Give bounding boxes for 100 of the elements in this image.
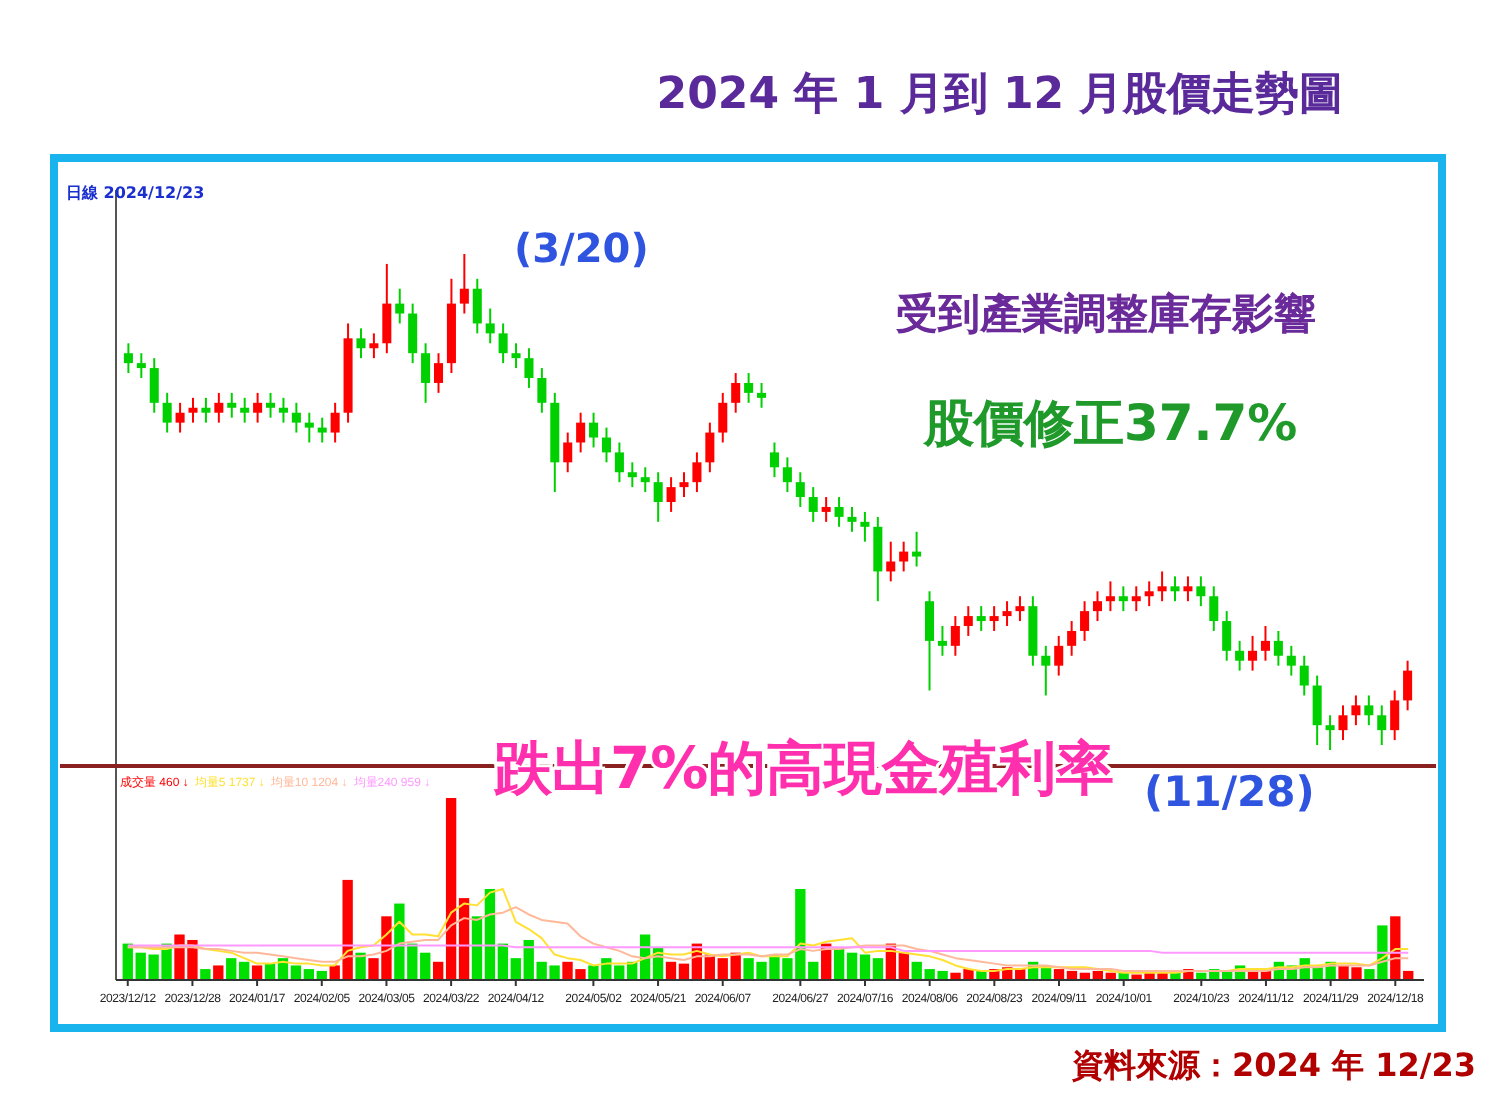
candlestick: [472, 277, 482, 335]
candlestick: [1209, 585, 1219, 632]
candlestick: [912, 530, 922, 568]
candlestick: [782, 456, 792, 494]
candlestick: [744, 372, 754, 404]
candlestick: [1170, 575, 1180, 603]
candlestick: [1299, 654, 1309, 697]
candlestick: [666, 476, 676, 513]
candlestick: [1183, 575, 1193, 603]
candlestick: [1325, 714, 1335, 751]
candlestick: [614, 441, 624, 484]
candlestick: [1157, 570, 1167, 603]
candlestick: [847, 505, 857, 533]
candlestick: [640, 466, 650, 494]
candlestick: [769, 441, 779, 479]
candlestick: [1351, 694, 1361, 727]
bar: [355, 952, 366, 980]
candlestick: [433, 352, 444, 394]
candlestick: [950, 615, 960, 657]
bar: [200, 969, 211, 980]
candlestick: [1377, 704, 1387, 747]
candlestick: [408, 302, 418, 365]
candlestick: [757, 381, 767, 409]
candlestick: [1338, 704, 1348, 742]
chart-title: 2024 年 1 月到 12 月股價走勢圖: [656, 70, 1344, 120]
candlestick: [524, 347, 534, 389]
candlestick: [227, 391, 237, 419]
candlestick: [1364, 694, 1374, 727]
candlestick: [1131, 585, 1141, 613]
candlestick: [162, 391, 172, 434]
candlestick: [627, 461, 637, 489]
annotation: 受到產業調整庫存影響: [896, 290, 1316, 338]
candlestick: [1273, 629, 1283, 667]
candlestick: [808, 486, 818, 523]
annotation: (11/28): [1144, 768, 1315, 816]
source-note: 資料來源：2024 年 12/23: [1069, 1046, 1476, 1084]
candlestick: [266, 391, 276, 419]
candlestick: [563, 431, 573, 474]
candlestick: [253, 391, 263, 424]
candlestick: [382, 262, 392, 355]
candlestick: [1248, 634, 1258, 672]
candlestick: [1054, 634, 1064, 677]
candlestick: [692, 451, 702, 494]
candlestick: [175, 401, 185, 434]
candlestick: [1260, 625, 1270, 662]
candlestick: [924, 590, 935, 692]
candlestick: [1286, 644, 1296, 677]
candlestick: [834, 496, 844, 528]
candlestick: [1041, 644, 1051, 697]
candlestick: [459, 253, 469, 315]
candlestick: [1002, 600, 1012, 627]
bar: [213, 965, 224, 980]
candlestick: [1390, 689, 1400, 742]
candlestick: [860, 510, 870, 543]
candlestick: [1235, 639, 1245, 672]
candlestick: [201, 396, 211, 424]
candlestick: [369, 332, 379, 360]
candlestick: [356, 327, 366, 360]
candlestick: [1196, 575, 1206, 608]
candlestick: [899, 540, 909, 573]
candlestick: [653, 471, 663, 523]
candlestick: [240, 396, 250, 424]
candlestick: [188, 396, 198, 424]
candlestick: [705, 421, 715, 474]
annotation: 股價修正37.7%: [922, 394, 1298, 452]
candlestick: [873, 515, 883, 603]
candlestick: [601, 426, 612, 464]
candlestick: [1092, 590, 1103, 623]
candlestick: [123, 342, 133, 375]
candlestick: [1067, 620, 1077, 657]
candlestick: [511, 342, 521, 370]
annotation: (3/20): [514, 224, 649, 272]
candlestick: [1118, 585, 1128, 613]
candlestick: [1080, 600, 1090, 642]
candlestick: [1105, 580, 1115, 613]
candlestick: [278, 396, 288, 424]
candlestick: [963, 605, 973, 637]
candlestick: [395, 287, 405, 325]
candlestick: [718, 391, 728, 444]
bar: [251, 965, 263, 980]
candlestick: [498, 322, 508, 365]
candlestick: [136, 352, 146, 379]
candlestick: [214, 391, 224, 424]
candlestick: [886, 540, 896, 583]
candlestick: [1015, 595, 1025, 623]
candlestick: [1403, 659, 1413, 712]
text: 日線 2024/12/23: [66, 184, 205, 202]
candlestick: [1222, 610, 1232, 662]
candlestick: [149, 357, 159, 414]
candlestick: [330, 401, 340, 444]
candlestick: [989, 605, 999, 632]
candlestick: [317, 416, 327, 444]
candlestick: [679, 471, 689, 499]
candlestick: [1312, 674, 1322, 747]
candlestick: [1144, 580, 1154, 608]
candlestick: [937, 625, 947, 657]
candlestick: [421, 342, 431, 404]
candlestick: [731, 372, 741, 414]
candlestick: [795, 471, 805, 508]
candlestick: [576, 411, 586, 454]
